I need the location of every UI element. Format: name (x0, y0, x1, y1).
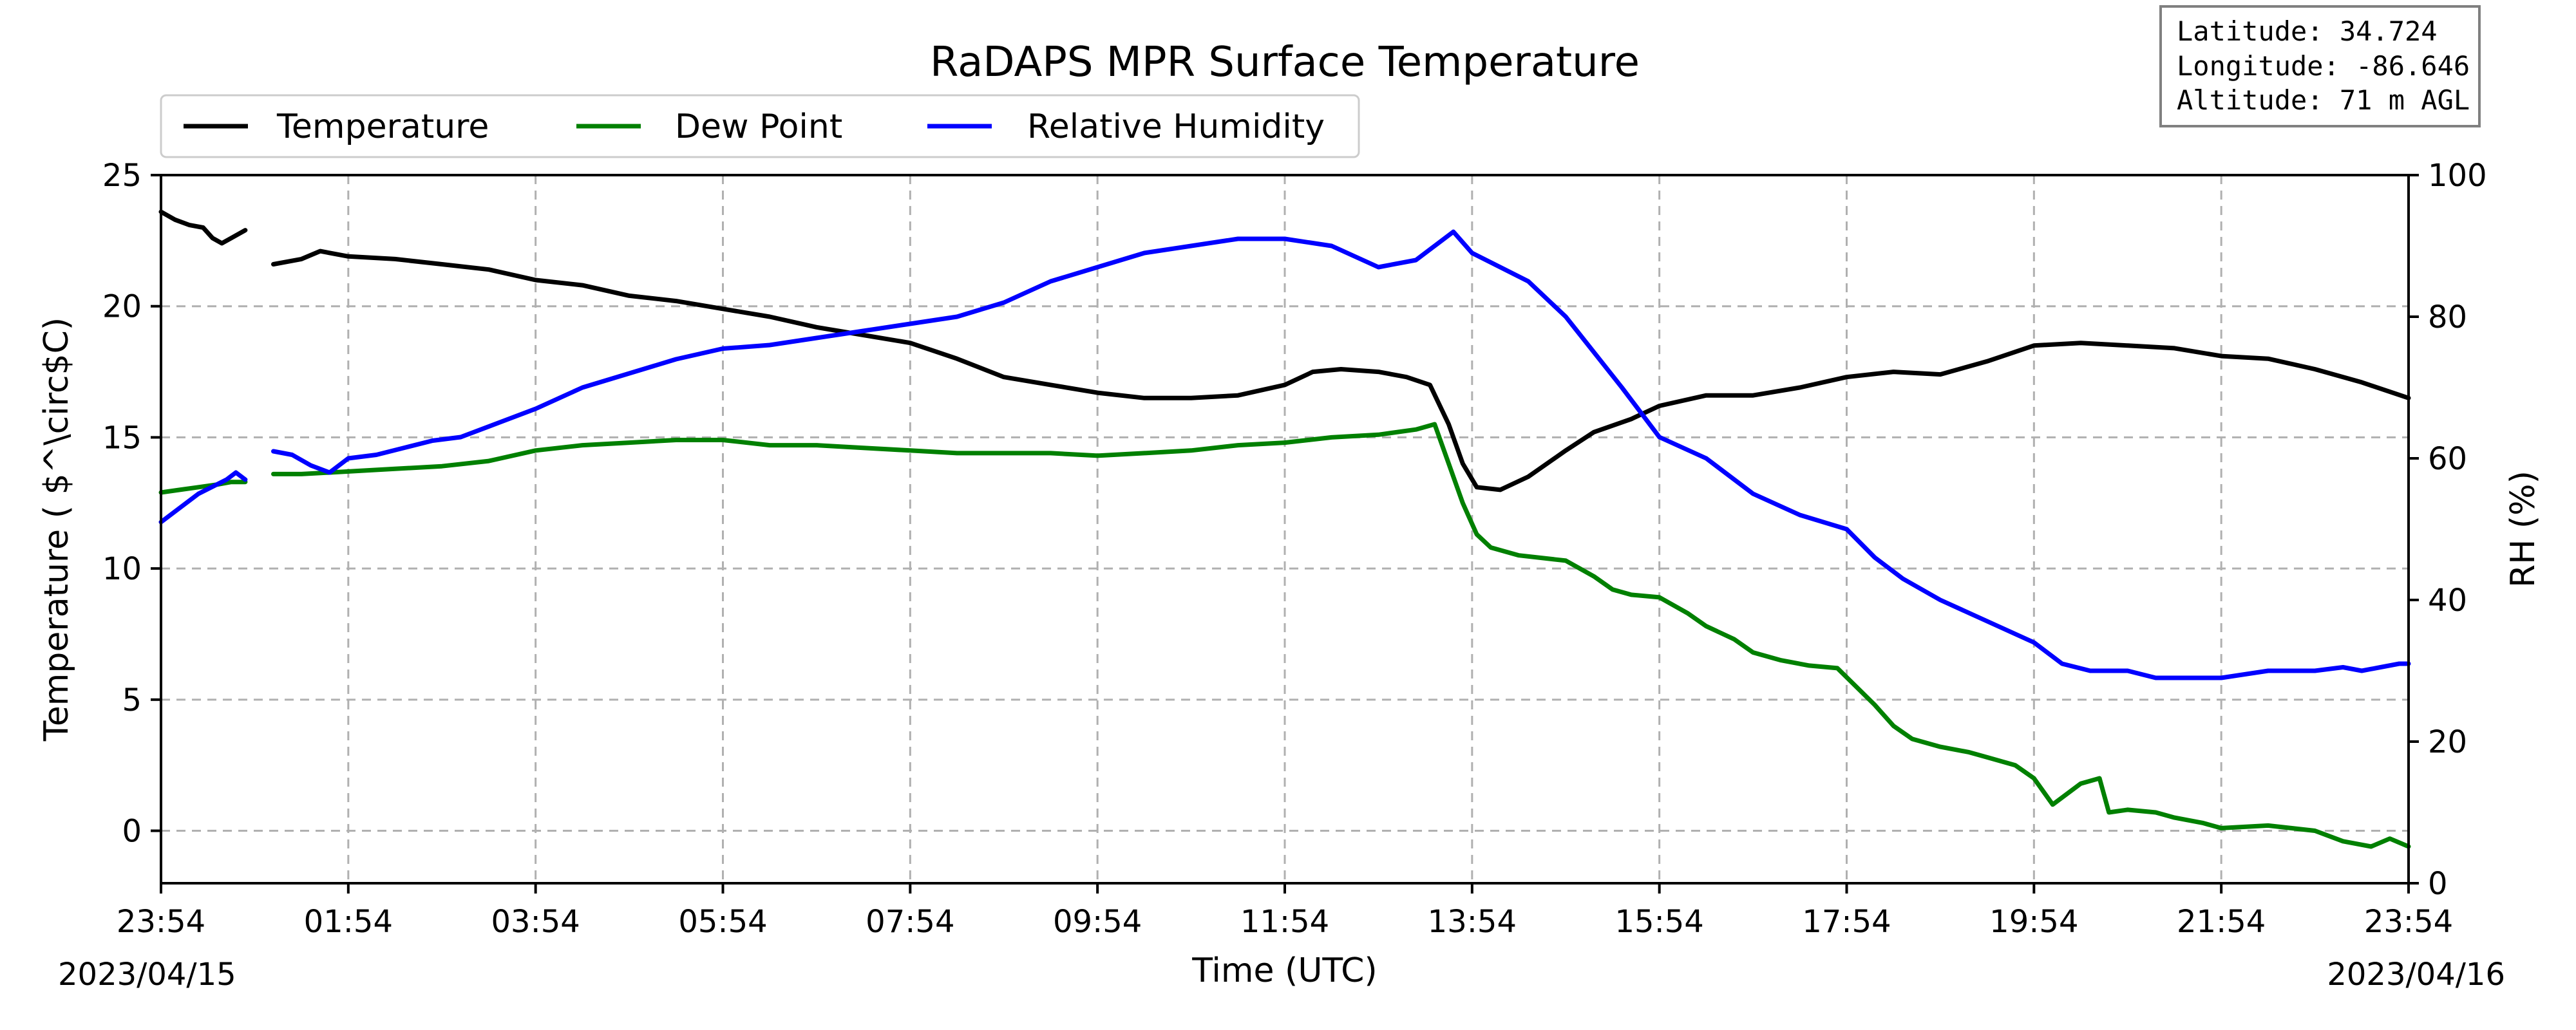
x-tick-label: 11:54 (1240, 904, 1329, 940)
y-tick-label: 10 (102, 551, 142, 587)
legend-label-relative-humidity: Relative Humidity (1027, 108, 1325, 146)
y2-tick-label: 20 (2428, 724, 2467, 760)
chart-title: RaDAPS MPR Surface Temperature (930, 39, 1640, 86)
y-axis-right: 0 20 40 60 80 100 (2409, 158, 2487, 902)
x-axis: 23:54 01:54 03:54 05:54 07:54 09:54 11:54 13:54… (117, 883, 2453, 940)
y-tick-label: 5 (122, 682, 142, 718)
x-axis-end-date: 2023/04/16 (2327, 957, 2505, 993)
y2-tick-label: 0 (2428, 866, 2448, 902)
x-tick-label: 19:54 (1989, 904, 2078, 940)
series-line-dew-point (158, 480, 248, 495)
y2-tick-label: 80 (2428, 299, 2467, 335)
y2-tick-label: 60 (2428, 441, 2467, 477)
legend-label-dew-point: Dew Point (675, 108, 842, 146)
plot-frame (160, 174, 2410, 885)
info-longitude: Longitude: -86.646 (2177, 50, 2470, 82)
y-tick-label: 20 (102, 289, 142, 325)
series-line-dew-point (271, 422, 2411, 849)
series-layer (158, 209, 2411, 849)
y2-axis-label: RH (%) (2504, 471, 2543, 588)
info-box-frame (2159, 5, 2481, 127)
grid-layer (160, 174, 2410, 883)
info-box: Latitude: 34.724 Longitude: -86.646 Alti… (2159, 5, 2481, 127)
y2-tick-label: 100 (2428, 158, 2487, 194)
y-tick-label: 25 (102, 158, 142, 194)
legend: Temperature Dew Point Relative Humidity (160, 94, 1360, 158)
x-tick-label: 03:54 (491, 904, 580, 940)
y2-tick-label: 40 (2428, 583, 2467, 619)
series-line-relative-humidity (158, 470, 248, 525)
info-altitude: Altitude: 71 m AGL (2177, 84, 2470, 116)
x-tick-label: 17:54 (1802, 904, 1891, 940)
series-line-temperature (271, 248, 2411, 492)
x-axis-start-date: 2023/04/15 (58, 957, 236, 993)
y-tick-label: 0 (122, 814, 142, 850)
x-tick-label: 05:54 (678, 904, 767, 940)
legend-frame (160, 94, 1360, 158)
y-axis-label: Temperature ( $^\circ$C) (37, 317, 76, 742)
series-line-temperature (158, 209, 248, 246)
x-tick-label: 15:54 (1615, 904, 1704, 940)
x-tick-label: 07:54 (866, 904, 954, 940)
y-tick-label: 15 (102, 420, 142, 456)
x-tick-label: 23:54 (117, 904, 205, 940)
x-tick-label: 21:54 (2177, 904, 2266, 940)
info-latitude: Latitude: 34.724 (2177, 15, 2438, 47)
x-tick-label: 13:54 (1428, 904, 1517, 940)
series-line-relative-humidity (271, 229, 2411, 680)
legend-label-temperature: Temperature (276, 108, 489, 146)
x-axis-label: Time (UTC) (1191, 951, 1377, 990)
x-tick-label: 01:54 (304, 904, 393, 940)
x-tick-label: 09:54 (1053, 904, 1142, 940)
x-tick-label: 23:54 (2364, 904, 2453, 940)
y-axis-left: 0 5 10 15 20 25 (102, 158, 161, 850)
